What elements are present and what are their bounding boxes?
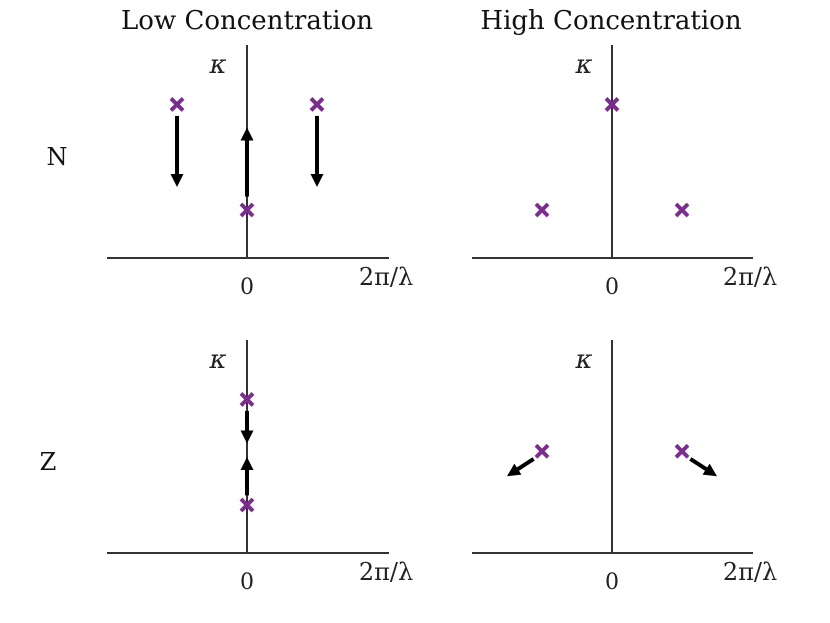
- pole-marker-stroke: [309, 96, 325, 112]
- pole-marker-stroke: [169, 96, 185, 112]
- x-axis-label: 2π/λ: [359, 558, 413, 586]
- panel-z-high: κ 2π/λ 0: [472, 340, 777, 595]
- migration-arrow: [170, 115, 184, 187]
- arrow-head: [240, 127, 254, 141]
- pole-marker-stroke: [534, 443, 550, 459]
- migration-arrow: [240, 457, 254, 496]
- arrow-head: [702, 463, 717, 477]
- row-label-n: N: [47, 143, 68, 171]
- migration-arrow: [310, 115, 324, 187]
- pole-marker-stroke: [674, 443, 690, 459]
- y-axis-label: κ: [574, 345, 592, 375]
- pole-marker-stroke: [239, 497, 255, 513]
- row-label-z: Z: [40, 448, 57, 476]
- pole-marker: [534, 202, 550, 218]
- arrow-head: [507, 463, 522, 477]
- y-axis-label: κ: [208, 50, 226, 80]
- panel-n-low: κ 2π/λ 0: [107, 45, 413, 300]
- arrow-head: [240, 430, 254, 444]
- pole-marker: [239, 202, 255, 218]
- arrow-shaft: [515, 457, 535, 472]
- panel-n-high: κ 2π/λ 0: [472, 45, 777, 300]
- y-axis-label: κ: [208, 345, 226, 375]
- pole-marker-stroke: [604, 96, 620, 112]
- x-tick-zero: 0: [605, 275, 619, 300]
- x-axis-label: 2π/λ: [723, 558, 777, 586]
- pole-marker-stroke: [534, 202, 550, 218]
- y-axis-label: κ: [574, 50, 592, 80]
- x-tick-zero: 0: [240, 570, 254, 595]
- pole-marker: [309, 96, 325, 112]
- migration-arrow: [240, 127, 254, 197]
- panel-z-low: κ 2π/λ 0: [107, 340, 413, 595]
- arrow-head: [310, 173, 324, 187]
- arrow-head: [170, 173, 184, 187]
- x-axis-label: 2π/λ: [359, 263, 413, 291]
- pole-marker: [604, 96, 620, 112]
- column-title-low: Low Concentration: [121, 6, 373, 36]
- migration-arrow: [689, 457, 717, 477]
- migration-arrow: [240, 410, 254, 444]
- pole-marker-stroke: [239, 202, 255, 218]
- pole-marker: [239, 497, 255, 513]
- pole-marker-stroke: [674, 202, 690, 218]
- x-tick-zero: 0: [240, 275, 254, 300]
- arrow-shaft: [689, 457, 709, 472]
- arrow-head: [240, 457, 254, 470]
- pole-marker: [674, 443, 690, 459]
- x-axis-label: 2π/λ: [723, 263, 777, 291]
- x-tick-zero: 0: [605, 570, 619, 595]
- pole-marker: [169, 96, 185, 112]
- migration-arrow: [507, 457, 535, 477]
- pole-marker-stroke: [239, 391, 255, 407]
- pole-marker: [674, 202, 690, 218]
- column-title-high: High Concentration: [480, 6, 741, 36]
- pole-marker: [239, 391, 255, 407]
- pole-marker: [534, 443, 550, 459]
